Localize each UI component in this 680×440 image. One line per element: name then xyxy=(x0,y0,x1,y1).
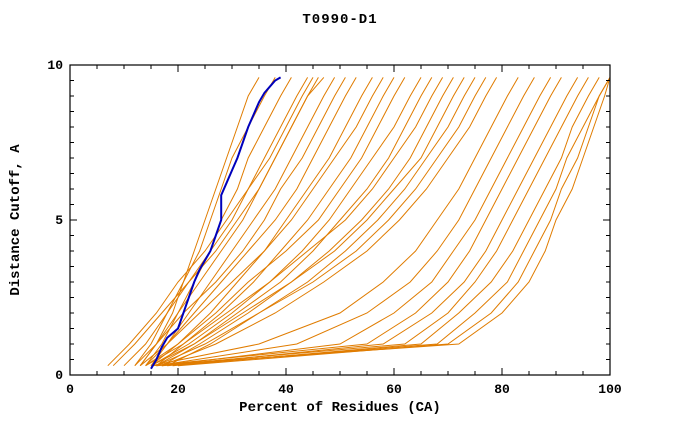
y-tick-label: 0 xyxy=(55,368,63,383)
x-tick-label: 40 xyxy=(278,382,294,397)
model-curve xyxy=(166,77,476,367)
model-curve xyxy=(150,77,336,366)
x-tick-label: 20 xyxy=(170,382,186,397)
model-curve xyxy=(145,77,357,367)
x-tick-label: 60 xyxy=(386,382,402,397)
model-curve xyxy=(161,77,498,367)
model-curve xyxy=(150,77,611,367)
x-tick-label: 80 xyxy=(494,382,510,397)
model-curve xyxy=(112,77,325,367)
model-curve xyxy=(139,77,260,366)
model-curve xyxy=(134,77,346,367)
model-curve xyxy=(161,77,454,367)
model-curve xyxy=(161,77,552,367)
y-tick-label: 10 xyxy=(47,58,63,73)
model-curve xyxy=(156,77,487,367)
model-curve xyxy=(161,77,611,367)
chart-title: T0990-D1 xyxy=(302,12,378,28)
model-curve xyxy=(139,77,384,367)
model-curve xyxy=(150,77,562,367)
model-curve xyxy=(139,77,319,366)
model-curve xyxy=(172,77,600,367)
highlighted-model-curve xyxy=(150,76,282,370)
y-tick-label: 5 xyxy=(55,213,63,228)
model-curve xyxy=(156,77,589,367)
model-curve xyxy=(177,77,611,367)
y-axis-label: Distance Cutoff, A xyxy=(8,144,24,296)
model-curve xyxy=(150,77,465,367)
model-curve xyxy=(145,77,444,367)
model-curve xyxy=(150,77,422,367)
model-curve xyxy=(107,77,314,367)
model-curve xyxy=(150,77,373,367)
model-curve xyxy=(145,77,406,367)
model-curve xyxy=(156,77,395,367)
x-axis-label: Percent of Residues (CA) xyxy=(239,400,441,416)
model-curve xyxy=(150,77,519,367)
model-curve xyxy=(156,77,535,367)
model-curve xyxy=(167,77,579,367)
model-curve xyxy=(123,77,309,367)
model-curve xyxy=(156,77,433,367)
x-tick-label: 0 xyxy=(66,382,74,397)
x-tick-label: 100 xyxy=(598,382,622,397)
